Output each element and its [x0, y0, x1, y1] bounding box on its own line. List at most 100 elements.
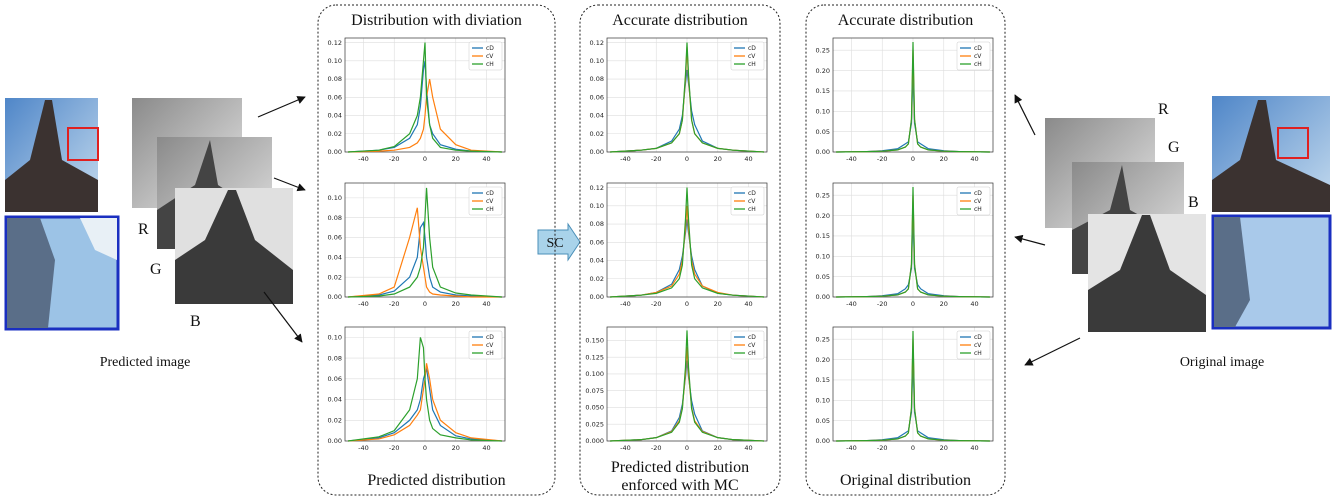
y-tick-label: 0.02 — [590, 130, 604, 138]
legend-label: cV — [974, 53, 982, 60]
legend-label: cD — [748, 45, 756, 52]
data-line — [348, 207, 502, 298]
x-tick-label: 40 — [482, 300, 490, 308]
y-tick-label: 0.02 — [590, 275, 604, 283]
channel-label: G — [1168, 139, 1180, 156]
data-line — [610, 42, 764, 153]
x-tick-label: 40 — [970, 155, 978, 163]
y-tick-label: 0.06 — [590, 93, 604, 101]
x-tick-label: 0 — [911, 155, 915, 163]
panel-frame — [579, 4, 781, 496]
y-tick-label: 0.08 — [590, 220, 604, 228]
x-tick-label: -40 — [846, 444, 857, 452]
x-tick-label: 20 — [940, 444, 948, 452]
image-caption: Original image — [1180, 355, 1264, 370]
x-tick-label: 40 — [744, 444, 752, 452]
x-tick-label: -40 — [846, 300, 857, 308]
y-tick-label: 0.100 — [585, 370, 604, 378]
y-tick-label: 0.02 — [328, 273, 342, 281]
legend-box — [956, 41, 991, 71]
legend-label: cV — [748, 53, 756, 60]
y-tick-label: 0.00 — [328, 148, 342, 156]
x-tick-label: -40 — [620, 300, 631, 308]
channel-label: B — [1188, 194, 1199, 211]
legend-label: cH — [974, 206, 982, 213]
y-tick-label: 0.08 — [328, 214, 342, 222]
arrows — [257, 94, 1081, 366]
data-line — [610, 330, 764, 442]
y-tick-label: 0.20 — [816, 67, 830, 75]
panel-frame — [317, 4, 556, 496]
panel-title: Accurate distribution — [838, 12, 974, 29]
x-tick-label: -20 — [651, 444, 662, 452]
panel-caption: Predicted distribution — [367, 472, 505, 489]
line-chart: 0.00 0.02 0.04 0.06 0.08 0.10 0.12 -40 -20 0 20 40 c… — [590, 37, 768, 163]
legend-label: cD — [974, 190, 982, 197]
x-tick-label: -40 — [358, 300, 369, 308]
y-tick-label: 0.25 — [816, 191, 830, 199]
x-tick-label: 0 — [423, 300, 427, 308]
legend-label: cV — [974, 342, 982, 349]
y-tick-label: 0.12 — [590, 39, 604, 47]
x-tick-label: 20 — [714, 300, 722, 308]
channel-label: R — [1158, 101, 1169, 118]
line-chart: 0.00 0.05 0.10 0.15 0.20 0.25 -40 -20 0 20 40 cDcVc… — [816, 326, 994, 452]
legend-label: cH — [974, 350, 982, 357]
x-tick-label: 20 — [714, 444, 722, 452]
x-tick-label: 0 — [685, 155, 689, 163]
y-tick-label: 0.00 — [328, 293, 342, 301]
x-tick-label: -40 — [620, 444, 631, 452]
channel-label: G — [150, 261, 162, 278]
x-tick-label: -20 — [389, 444, 400, 452]
plot-frame — [832, 326, 994, 442]
y-tick-label: 0.02 — [328, 416, 342, 424]
image-caption: Predicted image — [100, 355, 191, 370]
x-tick-label: -40 — [846, 155, 857, 163]
x-tick-label: 40 — [744, 300, 752, 308]
data-line — [348, 78, 502, 153]
y-tick-label: 0.050 — [585, 404, 604, 412]
legend-label: cH — [748, 61, 756, 68]
x-tick-label: 0 — [423, 444, 427, 452]
y-tick-label: 0.10 — [328, 194, 342, 202]
x-tick-label: 40 — [744, 155, 752, 163]
plot-frame — [344, 326, 506, 442]
x-tick-label: -20 — [651, 300, 662, 308]
y-tick-label: 0.25 — [816, 335, 830, 343]
legend-label: cV — [486, 342, 494, 349]
x-tick-label: 20 — [452, 300, 460, 308]
y-tick-label: 0.10 — [816, 252, 830, 260]
y-tick-label: 0.00 — [328, 437, 342, 445]
x-tick-label: 0 — [911, 300, 915, 308]
line-chart: 0.00 0.02 0.04 0.06 0.08 0.10 -40 -20 0 20 40 cDcVc… — [328, 326, 506, 452]
data-line — [610, 187, 764, 298]
sc-arrow — [537, 222, 581, 262]
legend-label: cV — [974, 198, 982, 205]
legend-label: cH — [748, 206, 756, 213]
x-tick-label: -20 — [651, 155, 662, 163]
y-tick-label: 0.10 — [328, 57, 342, 65]
y-tick-label: 0.04 — [590, 112, 604, 120]
y-tick-label: 0.05 — [816, 417, 830, 425]
line-chart: 0.000 0.025 0.050 0.075 0.100 0.125 0.150 -40 -2… — [585, 326, 768, 452]
y-tick-label: 0.25 — [816, 46, 830, 54]
y-tick-label: 0.02 — [328, 130, 342, 138]
x-tick-label: -40 — [358, 155, 369, 163]
line-chart: 0.00 0.05 0.10 0.15 0.20 0.25 -40 -20 0 20 40 cDcVc… — [816, 37, 994, 163]
line-chart: 0.00 0.02 0.04 0.06 0.08 0.10 -40 -20 0 20 40 cDcVc… — [328, 182, 506, 308]
y-tick-label: 0.12 — [590, 184, 604, 192]
y-tick-label: 0.04 — [328, 254, 342, 262]
data-line — [836, 187, 990, 298]
y-tick-label: 0.10 — [328, 334, 342, 342]
x-tick-label: 20 — [452, 155, 460, 163]
y-tick-label: 0.06 — [328, 375, 342, 383]
legend-label: cV — [748, 342, 756, 349]
y-tick-label: 0.06 — [590, 238, 604, 246]
y-tick-label: 0.05 — [816, 273, 830, 281]
legend-label: cH — [486, 206, 494, 213]
plot-frame — [832, 182, 994, 298]
legend-box — [730, 330, 765, 360]
y-tick-label: 0.15 — [816, 232, 830, 240]
x-tick-label: 20 — [714, 155, 722, 163]
